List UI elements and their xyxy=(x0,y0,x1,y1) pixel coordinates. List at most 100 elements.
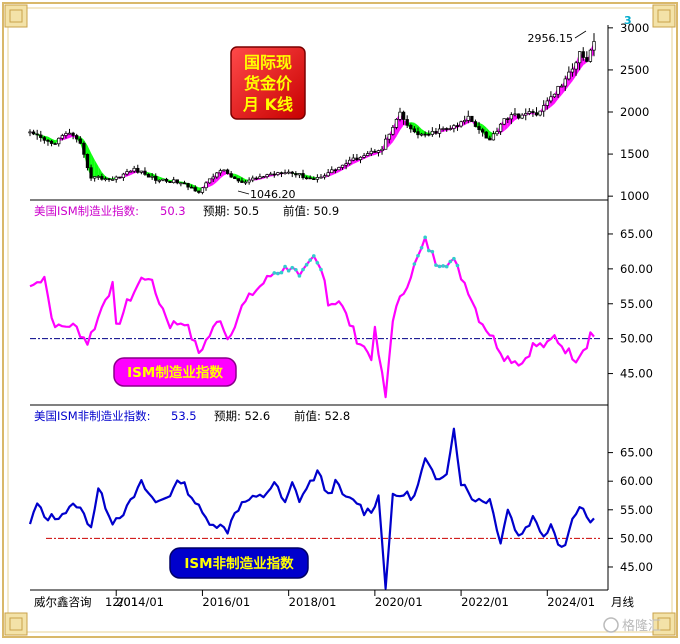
mfg-high-marker xyxy=(437,264,442,269)
non-y-tick-label: 60.00 xyxy=(620,474,653,488)
gold-candle-body xyxy=(215,172,219,178)
mfg-y-tick-label: 45.00 xyxy=(620,367,653,381)
gold-candle-body xyxy=(369,150,373,154)
x-tick-label: 2020/01 xyxy=(375,595,423,609)
gold-min-label: 1046.20 xyxy=(250,188,296,201)
gold-candle-body xyxy=(204,182,208,189)
gold-candle-body xyxy=(466,115,470,121)
gold-candle-body xyxy=(75,135,79,140)
non-y-tick-label: 65.00 xyxy=(620,446,653,460)
gold-candle-body xyxy=(366,153,370,156)
mfg-high-marker xyxy=(304,262,309,267)
non-y-tick-label: 55.00 xyxy=(620,503,653,517)
gold-candle-body xyxy=(279,172,284,174)
gold-ma-band xyxy=(94,159,99,177)
gold-candle-body xyxy=(222,169,226,172)
gold-candle-body xyxy=(491,133,496,141)
gold-candle-body xyxy=(190,186,194,189)
gold-candle-body xyxy=(261,176,266,179)
gold-candle-body xyxy=(315,177,320,180)
gold-candle-body xyxy=(380,148,384,151)
gold-candle-body xyxy=(524,113,528,116)
ism-mfg-badge: ISM制造业指数 xyxy=(113,357,237,387)
gold-ma-band xyxy=(223,169,228,176)
gold-candle-body xyxy=(240,180,244,183)
gold-candle-body xyxy=(592,41,596,51)
gold-candle-body xyxy=(247,179,251,183)
mfg-high-marker xyxy=(272,271,277,275)
gold-candle-body xyxy=(455,125,460,127)
gold-candle-body xyxy=(560,85,564,88)
gold-candle-body xyxy=(39,134,43,138)
gold-candle-body xyxy=(114,176,118,180)
gold-candle-body xyxy=(308,177,312,180)
gold-candle-body xyxy=(502,118,506,125)
mfg-y-tick-label: 60.00 xyxy=(620,262,653,276)
gold-candle-body xyxy=(118,176,122,179)
gold-candle-body xyxy=(164,178,169,182)
x-tick-label: 2024/01 xyxy=(547,595,595,609)
gold-candle-body xyxy=(182,182,187,185)
gold-candle-body xyxy=(251,177,255,181)
mfg-high-marker xyxy=(419,245,424,250)
gold-candle-body xyxy=(71,132,75,136)
mfg-high-marker xyxy=(423,235,427,240)
gold-candle-body xyxy=(304,177,309,180)
gold-candle-body xyxy=(588,49,593,62)
gold-candle-body xyxy=(322,175,327,178)
gold-max-label: 2956.15 xyxy=(528,32,574,45)
gold-y-tick-label: 2000 xyxy=(620,105,649,119)
gold-candle-body xyxy=(193,187,197,192)
gold-badge-line-3: 月 K线 xyxy=(242,95,293,114)
non-y-tick-label: 50.00 xyxy=(620,531,653,545)
non-header-forecast: 预期: 52.6 xyxy=(214,409,270,423)
gold-candle-body xyxy=(423,133,427,136)
gold-candle-body xyxy=(337,167,341,171)
gold-candle-body xyxy=(60,135,64,139)
gold-candle-body xyxy=(243,181,248,184)
gold-candle-body xyxy=(427,133,431,136)
gold-candle-body xyxy=(286,171,291,174)
mfg-y-tick-label: 50.00 xyxy=(620,332,653,346)
gold-candle-body xyxy=(200,187,205,193)
gold-candle-body xyxy=(344,163,348,166)
mfg-high-marker xyxy=(444,264,449,269)
mfg-high-marker xyxy=(315,261,320,265)
mfg-header-forecast: 预期: 50.5 xyxy=(203,204,259,218)
mfg-high-marker xyxy=(426,248,431,253)
gold-candle-body xyxy=(506,118,510,120)
gold-candle-body xyxy=(538,110,542,116)
x-tick-label: 2014/01 xyxy=(116,595,164,609)
gold-candle-body xyxy=(463,120,467,123)
gold-candle-body xyxy=(78,138,82,144)
mfg-high-marker xyxy=(294,267,298,272)
corner-ornament-icon xyxy=(652,612,676,636)
gold-candle-body xyxy=(31,131,36,135)
gold-candle-body xyxy=(269,173,273,176)
gold-candle-body xyxy=(477,126,481,130)
gold-ma-band xyxy=(514,113,519,121)
publisher-watermark-logo: 格隆汇 xyxy=(603,617,661,634)
gold-candle-body xyxy=(146,174,151,178)
gold-candle-body xyxy=(567,71,571,80)
gold-candle-body xyxy=(139,170,144,173)
gold-candle-body xyxy=(93,176,97,179)
mfg-high-marker xyxy=(416,253,420,258)
gold-candle-body xyxy=(276,172,280,175)
gold-candle-body xyxy=(473,121,478,127)
mfg-high-marker xyxy=(455,263,460,268)
non-header-value: 53.5 xyxy=(171,409,197,423)
gold-candle-body xyxy=(49,140,54,144)
gold-candle-body xyxy=(326,172,330,177)
gold-candle-body xyxy=(265,174,269,178)
gold-candle-body xyxy=(28,131,32,134)
gold-candle-body xyxy=(570,68,575,73)
gold-candle-body xyxy=(362,155,366,158)
gold-candle-body xyxy=(301,173,305,179)
gold-candle-body xyxy=(488,137,492,141)
watermark-text: 格隆汇 xyxy=(622,618,661,634)
gold-candle-body xyxy=(272,173,276,176)
x-tick-label: 2022/01 xyxy=(461,595,509,609)
